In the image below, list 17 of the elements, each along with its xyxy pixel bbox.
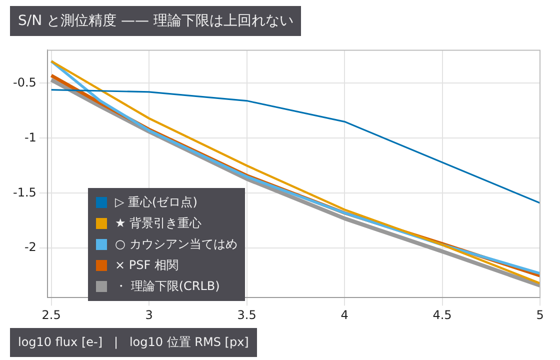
legend-label: ○ カウシアン当てはめ <box>115 236 238 253</box>
x-tick-label: 4.5 <box>432 308 452 322</box>
chart-title: S/N と測位精度 —— 理論下限は上回れない <box>10 6 302 36</box>
legend-label: ★ 背景引き重心 <box>115 215 202 232</box>
legend-label: ・ 理論下限(CRLB) <box>115 278 220 295</box>
x-axis-title: log10 flux [e-] | log10 位置 RMS [px] <box>10 328 257 357</box>
x-tick-label: 4 <box>340 308 348 322</box>
x-tick-label: 5 <box>536 308 544 322</box>
y-tick-label: -0.5 <box>12 75 36 90</box>
x-tick-label: 3 <box>145 308 153 322</box>
x-tick-label: 3.5 <box>237 308 256 322</box>
x-tick-label: 2.5 <box>42 308 61 322</box>
y-tick-label: -1.5 <box>12 185 36 200</box>
y-tick-label: -2 <box>24 240 36 254</box>
legend-label: ▷ 重心(ゼロ点) <box>115 194 198 211</box>
legend-label: × PSF 相関 <box>115 257 178 274</box>
y-tick-label: -1 <box>24 130 36 144</box>
